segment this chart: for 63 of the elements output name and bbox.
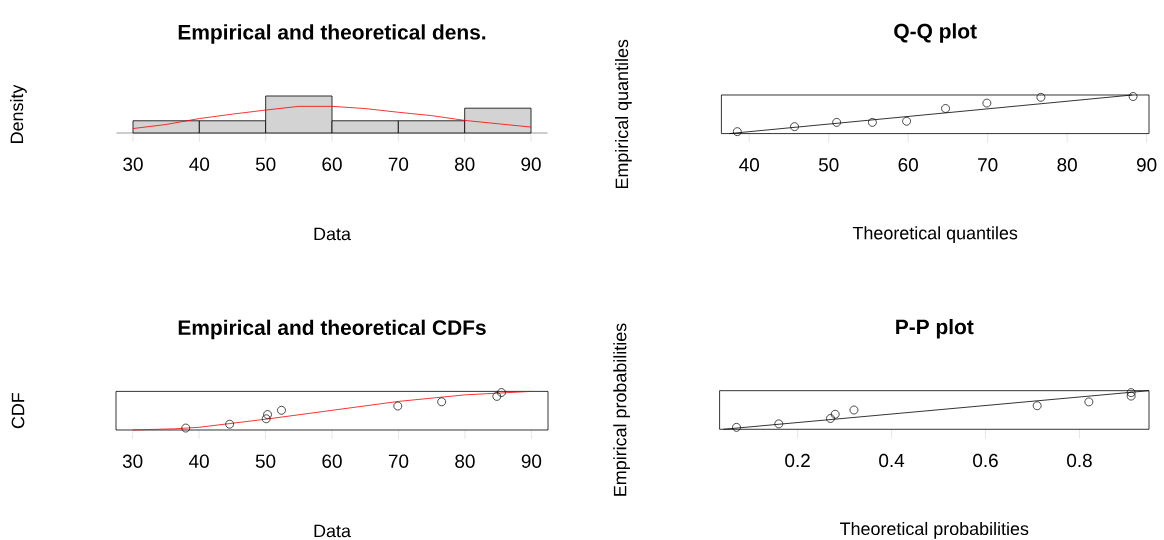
x-tick-label: 0.8 — [1067, 453, 1092, 468]
x-tick-label: 70 — [978, 158, 998, 172]
x-tick-label: 90 — [1136, 158, 1157, 172]
x-tick-label: 90 — [521, 157, 541, 171]
point — [732, 423, 741, 432]
chart-title: P-P plot — [896, 318, 974, 339]
point — [277, 405, 286, 415]
x-tick-label: 60 — [322, 157, 342, 171]
x-axis-title: Data — [314, 227, 351, 241]
chart-title: Q-Q plot — [894, 23, 977, 43]
x-tick-label: 90 — [521, 454, 542, 468]
x-axis-title: Data — [314, 524, 351, 538]
x-tick-label: 40 — [739, 158, 759, 172]
x-axis-title: Theoretical probabilities — [840, 521, 1029, 539]
x-tick-label: 0.4 — [879, 453, 905, 468]
point — [830, 409, 840, 419]
y-axis-title: Empirical quantiles — [615, 39, 632, 189]
point — [181, 423, 191, 433]
x-tick-label: 80 — [455, 454, 475, 468]
point — [263, 410, 272, 419]
x-tick-label: 80 — [454, 157, 475, 171]
x-tick-label: 30 — [122, 454, 143, 468]
x-tick-label: 40 — [188, 454, 209, 468]
point — [393, 401, 403, 411]
x-axis-title: Theoretical quantiles — [852, 226, 1018, 243]
point — [492, 392, 502, 401]
point — [826, 414, 835, 423]
point — [1126, 391, 1136, 401]
x-tick-label: 0.6 — [973, 453, 998, 468]
y-axis-title: CDF — [11, 392, 25, 429]
point — [225, 419, 235, 429]
point — [1126, 388, 1136, 397]
point — [261, 414, 271, 424]
point — [1084, 397, 1094, 407]
point — [982, 98, 992, 108]
point — [1036, 92, 1046, 102]
point — [832, 118, 841, 127]
point — [437, 397, 447, 407]
x-tick-label: 70 — [388, 157, 409, 171]
point — [497, 388, 506, 397]
point — [774, 419, 784, 429]
point — [902, 116, 911, 126]
x-tick-label: 70 — [388, 454, 409, 468]
point — [868, 118, 877, 127]
point — [849, 405, 859, 415]
x-tick-label: 50 — [818, 158, 839, 172]
y-axis-title: Empirical probabilities — [613, 323, 630, 496]
point — [1128, 92, 1138, 101]
x-tick-label: 30 — [123, 157, 143, 171]
point — [732, 127, 742, 137]
chart-title: Empirical and theoretical dens. — [178, 24, 486, 44]
x-tick-label: 50 — [255, 157, 276, 171]
point — [790, 122, 799, 131]
point — [1032, 401, 1042, 411]
y-axis-title: Density — [10, 84, 27, 143]
point — [941, 104, 950, 113]
chart-title: Empirical and theoretical CDFs — [178, 319, 486, 340]
x-tick-label: 60 — [322, 454, 342, 468]
x-tick-label: 60 — [898, 158, 918, 172]
x-tick-label: 50 — [255, 454, 276, 468]
x-tick-label: 80 — [1057, 158, 1077, 172]
x-tick-label: 40 — [189, 157, 210, 171]
x-tick-label: 0.2 — [785, 453, 810, 468]
